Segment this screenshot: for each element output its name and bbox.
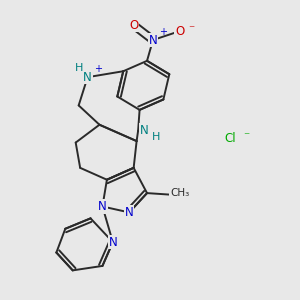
- Text: +: +: [94, 64, 102, 74]
- Text: N: N: [125, 206, 134, 219]
- Text: ⁻: ⁻: [189, 23, 195, 36]
- Text: N: N: [140, 124, 148, 137]
- Text: +: +: [160, 27, 167, 37]
- Text: N: N: [109, 236, 117, 249]
- Text: O: O: [175, 25, 184, 38]
- Text: CH₃: CH₃: [170, 188, 189, 198]
- Text: H: H: [152, 132, 161, 142]
- Text: Cl: Cl: [224, 132, 236, 145]
- Text: O: O: [129, 19, 138, 32]
- Text: N: N: [83, 71, 92, 84]
- Text: ⁻: ⁻: [243, 130, 249, 143]
- Text: H: H: [74, 63, 83, 73]
- Text: N: N: [148, 34, 157, 46]
- Text: N: N: [98, 200, 107, 213]
